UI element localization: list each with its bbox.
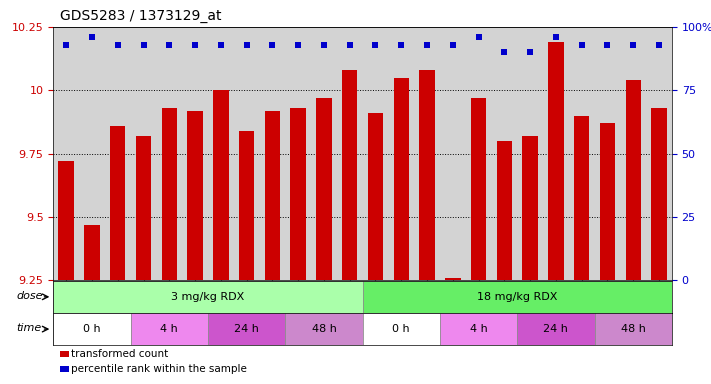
Bar [363,281,672,313]
Point [550,34,562,40]
Point [60,41,72,48]
Point [422,41,433,48]
Text: dose: dose [16,291,43,301]
Point [164,41,175,48]
Bar [368,113,383,280]
Bar [471,98,486,280]
Text: 0 h: 0 h [392,324,410,334]
Bar [136,136,151,280]
Bar [548,42,564,280]
Point [215,41,227,48]
Bar [285,313,363,345]
Bar [53,281,363,313]
Bar [445,278,461,280]
Point [473,34,484,40]
Point [653,41,665,48]
Bar [131,313,208,345]
Bar [53,313,131,345]
Point [525,49,536,55]
Bar [316,98,331,280]
Bar [264,111,280,280]
Point [189,41,201,48]
Point [292,41,304,48]
Text: transformed count: transformed count [71,349,169,359]
Point [576,41,587,48]
Bar [440,313,517,345]
Point [628,41,639,48]
Bar [239,131,255,280]
Bar [213,90,228,280]
Point [138,41,149,48]
Text: 24 h: 24 h [543,324,568,334]
Bar [594,313,672,345]
Bar [599,123,615,280]
Point [498,49,510,55]
Text: 3 mg/kg RDX: 3 mg/kg RDX [171,292,245,302]
Point [112,41,124,48]
Text: percentile rank within the sample: percentile rank within the sample [71,364,247,374]
Point [395,41,407,48]
Text: 24 h: 24 h [234,324,259,334]
Point [241,41,252,48]
Bar [58,161,74,280]
Point [319,41,330,48]
Bar [187,111,203,280]
Point [602,41,613,48]
Text: 4 h: 4 h [470,324,488,334]
Point [344,41,356,48]
Point [447,41,459,48]
Text: 48 h: 48 h [311,324,336,334]
Bar [626,80,641,280]
Bar [517,313,594,345]
Bar [496,141,512,280]
Text: time: time [16,323,42,333]
Text: 18 mg/kg RDX: 18 mg/kg RDX [477,292,557,302]
Bar [290,108,306,280]
Point [86,34,97,40]
Bar [651,108,667,280]
Bar [208,313,285,345]
Point [267,41,278,48]
Bar [342,70,358,280]
Bar [363,313,440,345]
Point [370,41,381,48]
Text: GDS5283 / 1373129_at: GDS5283 / 1373129_at [60,9,222,23]
Bar [523,136,538,280]
Bar [393,78,409,280]
Bar [161,108,177,280]
Text: 4 h: 4 h [161,324,178,334]
Bar [110,126,125,280]
Text: 48 h: 48 h [621,324,646,334]
Bar [84,225,100,280]
Bar [574,116,589,280]
Text: 0 h: 0 h [83,324,101,334]
Bar [419,70,434,280]
